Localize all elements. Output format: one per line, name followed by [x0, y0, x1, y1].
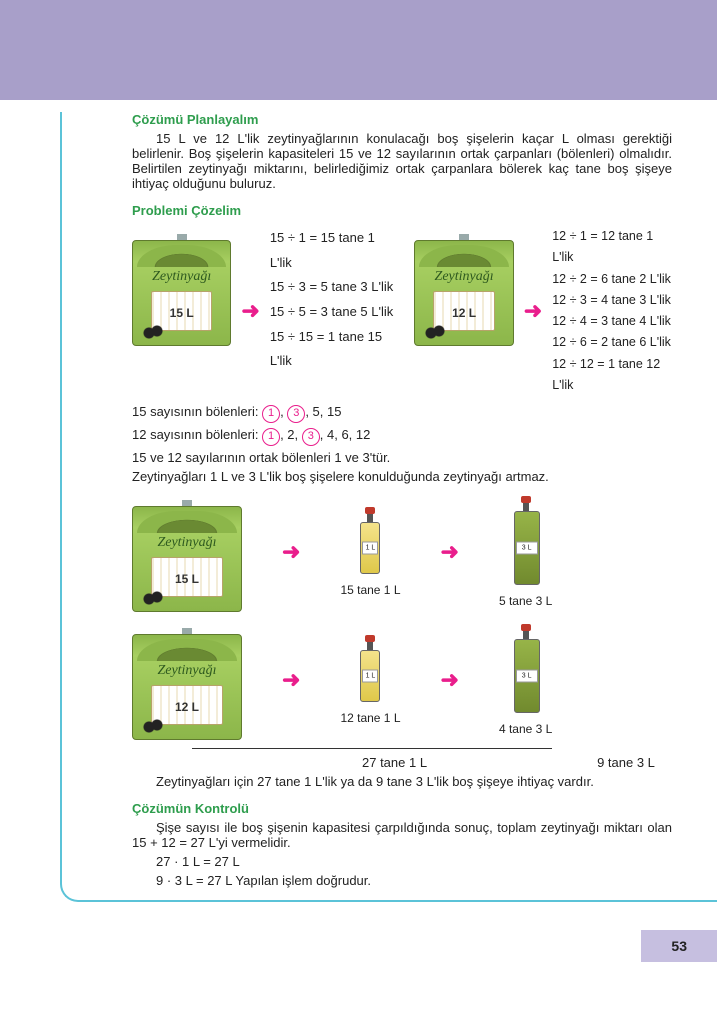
header-band [0, 0, 717, 100]
bottle-3l-icon: 3 L [514, 624, 538, 713]
circled-1: 1 [262, 428, 280, 446]
small-bottle-col: 1 L 12 tane 1 L [340, 635, 400, 725]
arrow-icon: ➜ [282, 667, 300, 693]
olives-icon [425, 325, 447, 339]
arrow-icon: ➜ [282, 539, 300, 565]
check-calc-1: 27 · 1 L = 27 L [156, 854, 672, 869]
division-row: Zeytinyağı 15 L ➜ 15 ÷ 1 = 15 tane 1 L'l… [132, 226, 672, 396]
calc-line: 12 ÷ 12 = 1 tane 12 L'lik [552, 354, 672, 397]
bottle-row-12: Zeytinyağı 12 L ➜ 1 L 12 tane 1 L ➜ 3 L … [132, 620, 672, 740]
tin-brand: Zeytinyağı [139, 269, 224, 285]
section-title-solve: Problemi Çözelim [132, 203, 672, 218]
totals-rule [192, 748, 552, 749]
plan-paragraph: 15 L ve 12 L'lik zeytinyağlarının konula… [132, 131, 672, 191]
divisors-15: 15 sayısının bölenleri: 1, 3, 5, 15 [132, 404, 672, 423]
bottle-1l-icon: 1 L [358, 507, 382, 574]
caption-15x1: 15 tane 1 L [340, 583, 400, 597]
common-divisors: 15 ve 12 sayılarının ortak bölenleri 1 v… [132, 450, 672, 465]
check-calc-2: 9 · 3 L = 27 L Yapılan işlem doğrudur. [156, 873, 672, 888]
total-3l: 9 tane 3 L [597, 755, 655, 770]
arrow-icon: ➜ [524, 298, 542, 324]
calc-line: 15 ÷ 15 = 1 tane 15 L'lik [270, 325, 395, 374]
total-1l: 27 tane 1 L [362, 755, 427, 770]
divisions-15: 15 ÷ 1 = 15 tane 1 L'lik 15 ÷ 3 = 5 tane… [270, 226, 395, 374]
section-title-check: Çözümün Kontrolü [132, 801, 672, 816]
big-bottle-col: 3 L 5 tane 3 L [499, 496, 552, 608]
caption-12x1: 12 tane 1 L [340, 711, 400, 725]
calc-line: 12 ÷ 2 = 6 tane 2 L'lik [552, 269, 672, 290]
circled-3: 3 [302, 428, 320, 446]
arrow-icon: ➜ [441, 667, 459, 693]
calc-line: 12 ÷ 6 = 2 tane 6 L'lik [552, 332, 672, 353]
caption-4x3: 4 tane 3 L [499, 722, 552, 736]
check-paragraph: Şişe sayısı ile boş şişenin kapasitesi ç… [132, 820, 672, 850]
arrow-icon: ➜ [241, 298, 259, 324]
oil-tin-12: Zeytinyağı 12 L [132, 620, 242, 740]
circled-1: 1 [262, 405, 280, 423]
oil-tin-15: Zeytinyağı 15 L [132, 492, 242, 612]
bottle-3l-icon: 3 L [514, 496, 538, 585]
divisors-12: 12 sayısının bölenleri: 1, 2, 3, 4, 6, 1… [132, 427, 672, 446]
olives-icon [143, 719, 165, 733]
oil-tin-15: Zeytinyağı 15 L [132, 226, 231, 346]
olives-icon [143, 325, 165, 339]
arrow-icon: ➜ [441, 539, 459, 565]
oil-tin-12: Zeytinyağı 12 L [414, 226, 513, 346]
big-bottle-col: 3 L 4 tane 3 L [499, 624, 552, 736]
section-title-plan: Çözümü Planlayalım [132, 112, 672, 127]
page-number: 53 [641, 930, 717, 962]
divisions-12: 12 ÷ 1 = 12 tane 1 L'lik 12 ÷ 2 = 6 tane… [552, 226, 672, 396]
olives-icon [143, 591, 165, 605]
calc-line: 15 ÷ 5 = 3 tane 5 L'lik [270, 300, 395, 325]
tin-brand: Zeytinyağı [421, 269, 506, 285]
small-bottle-col: 1 L 15 tane 1 L [340, 507, 400, 597]
bottle-1l-icon: 1 L [358, 635, 382, 702]
conclusion: Zeytinyağları için 27 tane 1 L'lik ya da… [132, 774, 672, 789]
no-leftover: Zeytinyağları 1 L ve 3 L'lik boş şişeler… [132, 469, 672, 484]
footer: 53 [0, 930, 717, 962]
page-content: Çözümü Planlayalım 15 L ve 12 L'lik zeyt… [60, 112, 717, 902]
bottle-row-15: Zeytinyağı 15 L ➜ 1 L 15 tane 1 L ➜ 3 L … [132, 492, 672, 612]
totals-row: 27 tane 1 L 9 tane 3 L [362, 755, 672, 770]
caption-5x3: 5 tane 3 L [499, 594, 552, 608]
calc-line: 12 ÷ 4 = 3 tane 4 L'lik [552, 311, 672, 332]
circled-3: 3 [287, 405, 305, 423]
calc-line: 12 ÷ 1 = 12 tane 1 L'lik [552, 226, 672, 269]
calc-line: 12 ÷ 3 = 4 tane 3 L'lik [552, 290, 672, 311]
calc-line: 15 ÷ 3 = 5 tane 3 L'lik [270, 275, 395, 300]
calc-line: 15 ÷ 1 = 15 tane 1 L'lik [270, 226, 395, 275]
